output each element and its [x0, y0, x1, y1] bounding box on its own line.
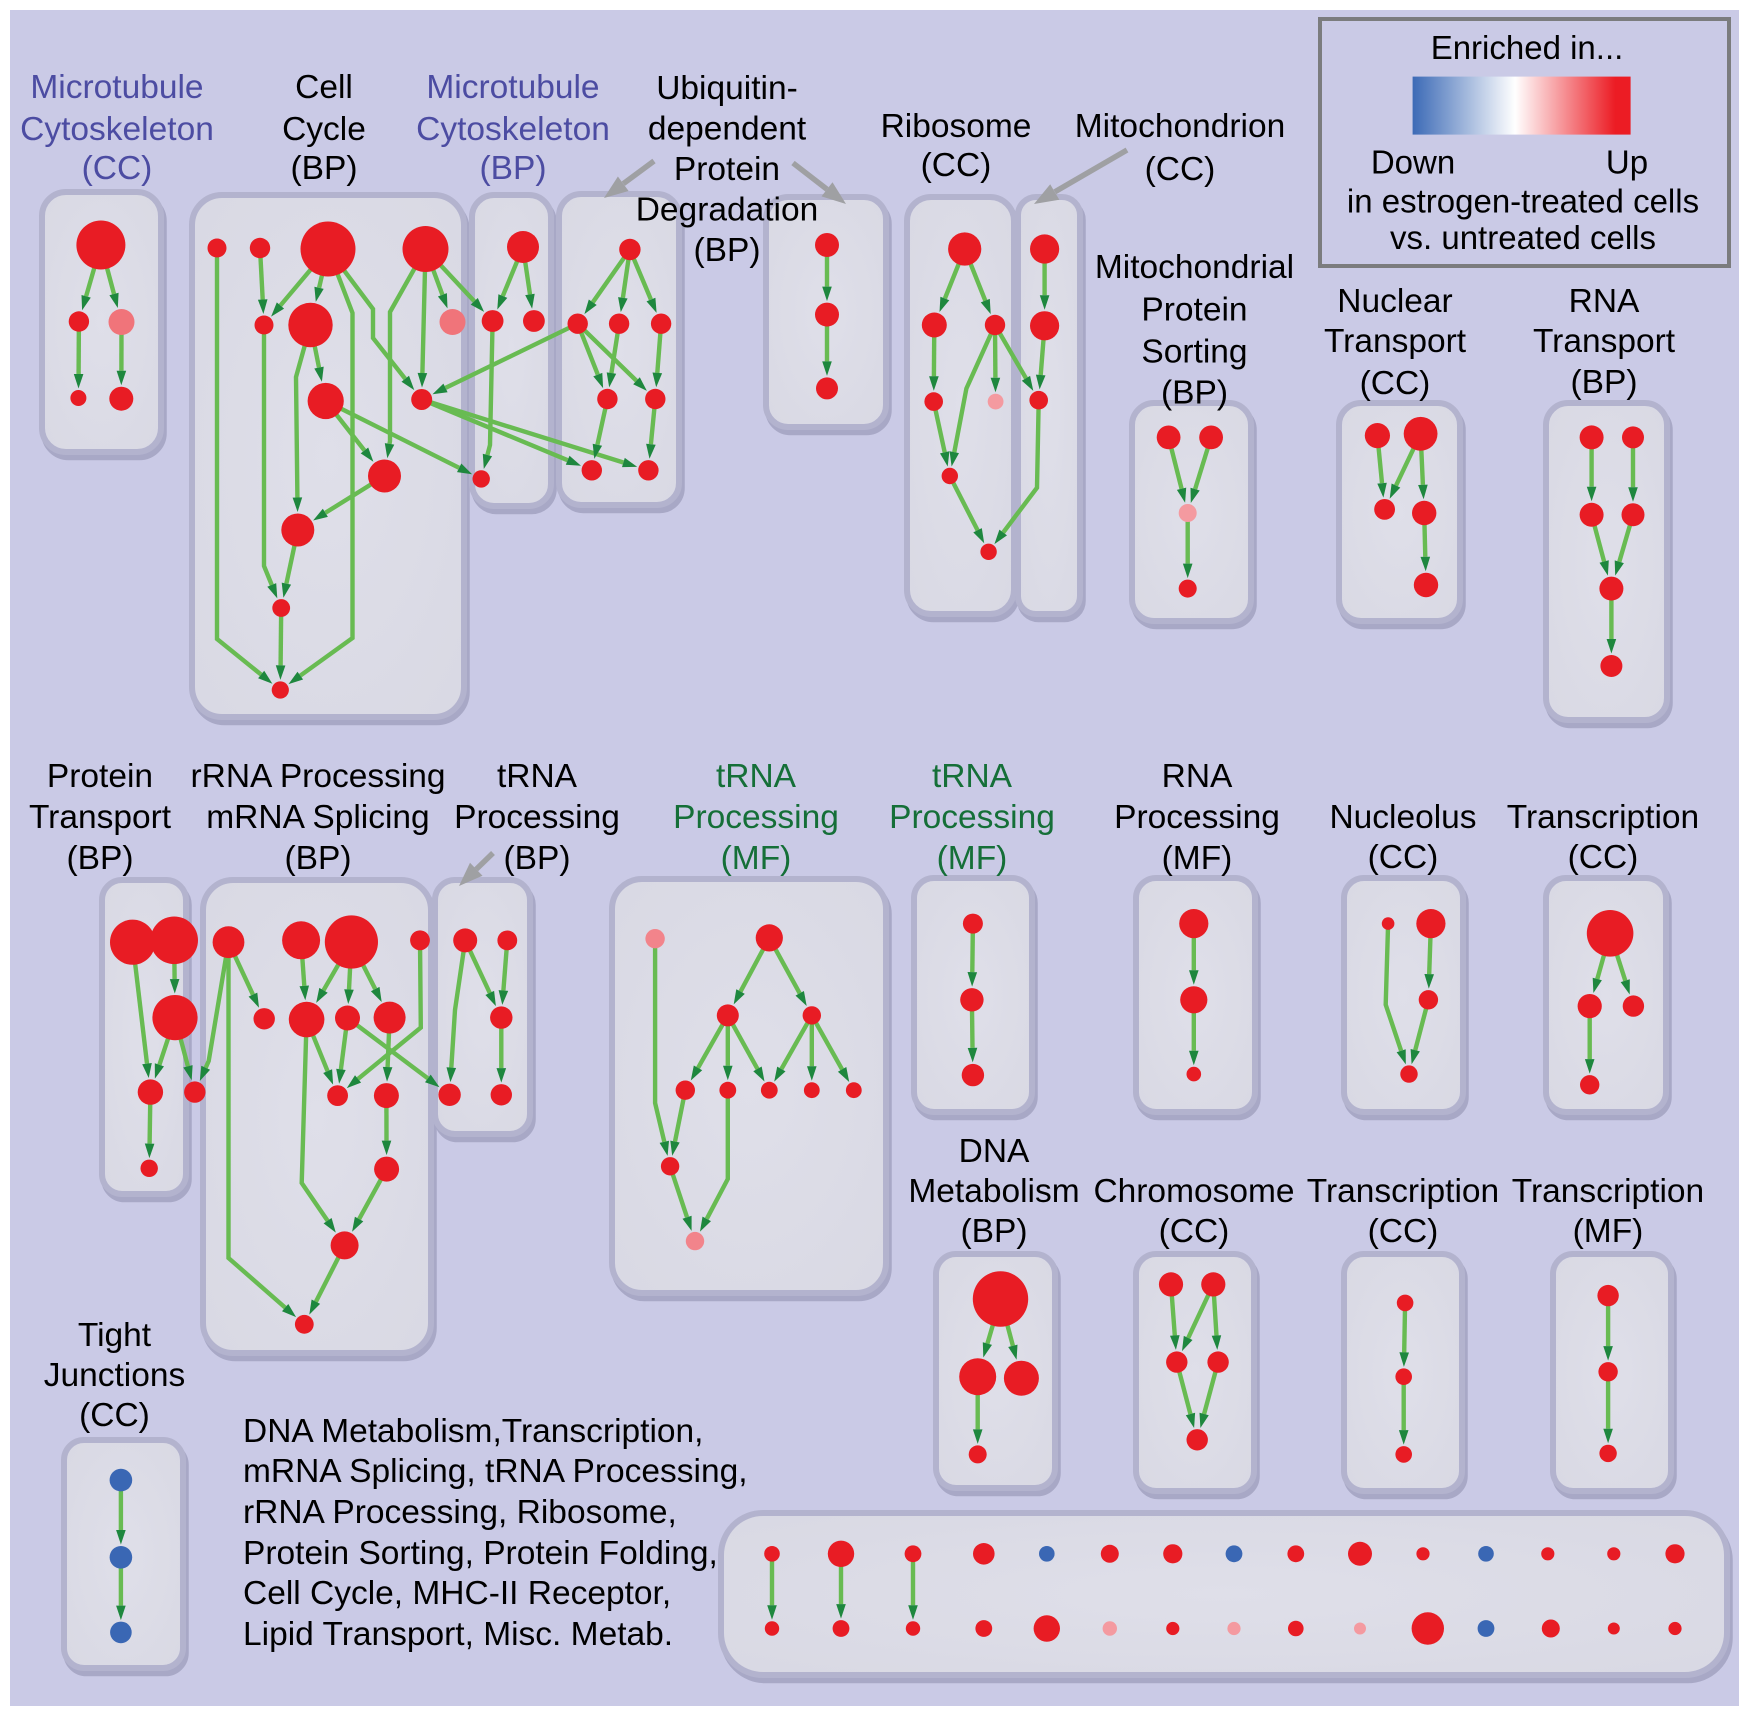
svg-text:Transport: Transport: [29, 799, 172, 836]
svg-text:(BP): (BP): [291, 150, 358, 187]
svg-text:Transcription: Transcription: [1307, 1173, 1499, 1210]
svg-text:Mitochondrion: Mitochondrion: [1075, 108, 1285, 145]
svg-text:RNA: RNA: [1569, 283, 1640, 320]
svg-text:DNA: DNA: [959, 1133, 1030, 1170]
svg-text:Cytoskeleton: Cytoskeleton: [20, 111, 214, 148]
svg-text:Processing: Processing: [889, 799, 1055, 836]
svg-text:tRNA: tRNA: [932, 758, 1013, 795]
svg-text:(CC): (CC): [921, 147, 992, 184]
svg-text:Tight: Tight: [78, 1317, 152, 1354]
svg-text:Down: Down: [1371, 143, 1455, 180]
svg-text:(BP): (BP): [504, 840, 571, 877]
svg-text:Lipid Transport, Misc. Metab.: Lipid Transport, Misc. Metab.: [243, 1616, 673, 1653]
svg-text:Protein Sorting, Protein Foldi: Protein Sorting, Protein Folding,: [243, 1535, 718, 1572]
svg-text:Protein: Protein: [674, 151, 780, 188]
svg-text:(CC): (CC): [1360, 365, 1431, 402]
svg-text:(BP): (BP): [961, 1213, 1028, 1250]
svg-text:Protein: Protein: [47, 758, 153, 795]
svg-text:vs. untreated cells: vs. untreated cells: [1390, 219, 1656, 256]
svg-text:(MF): (MF): [1162, 840, 1233, 877]
svg-text:Transcription: Transcription: [1512, 1173, 1704, 1210]
svg-text:Microtubule: Microtubule: [426, 69, 599, 106]
svg-text:rRNA Processing, Ribosome,: rRNA Processing, Ribosome,: [243, 1494, 677, 1531]
svg-text:Ubiquitin-: Ubiquitin-: [656, 70, 798, 107]
svg-text:(MF): (MF): [937, 840, 1008, 877]
svg-text:in estrogen-treated cells: in estrogen-treated cells: [1347, 182, 1699, 219]
svg-text:(BP): (BP): [67, 840, 134, 877]
svg-text:Protein: Protein: [1141, 292, 1247, 329]
svg-text:(BP): (BP): [480, 150, 547, 187]
svg-text:Processing: Processing: [454, 799, 620, 836]
svg-text:Cycle: Cycle: [282, 111, 366, 148]
svg-text:dependent: dependent: [648, 111, 807, 148]
svg-text:(CC): (CC): [1145, 151, 1216, 188]
svg-text:mRNA Splicing: mRNA Splicing: [206, 799, 429, 836]
svg-text:Transcription: Transcription: [1507, 799, 1699, 836]
svg-text:(CC): (CC): [1568, 839, 1639, 876]
svg-text:(CC): (CC): [1368, 1213, 1439, 1250]
svg-text:(CC): (CC): [82, 150, 153, 187]
svg-text:Transport: Transport: [1324, 323, 1467, 360]
svg-text:(CC): (CC): [1368, 839, 1439, 876]
svg-text:(CC): (CC): [1159, 1213, 1230, 1250]
svg-text:Cytoskeleton: Cytoskeleton: [416, 111, 610, 148]
svg-text:(CC): (CC): [79, 1397, 150, 1434]
svg-text:Cell: Cell: [295, 69, 353, 106]
svg-text:Sorting: Sorting: [1141, 334, 1247, 371]
svg-text:Processing: Processing: [1114, 799, 1280, 836]
svg-text:(BP): (BP): [1571, 364, 1638, 401]
svg-text:(BP): (BP): [1161, 375, 1228, 412]
svg-text:Transport: Transport: [1533, 323, 1676, 360]
svg-text:Chromosome: Chromosome: [1093, 1173, 1294, 1210]
svg-text:DNA Metabolism,Transcription,: DNA Metabolism,Transcription,: [243, 1413, 703, 1450]
svg-text:Microtubule: Microtubule: [30, 69, 203, 106]
svg-text:Up: Up: [1606, 143, 1648, 180]
svg-text:(MF): (MF): [721, 840, 792, 877]
svg-text:Cell Cycle, MHC-II Receptor,: Cell Cycle, MHC-II Receptor,: [243, 1575, 671, 1612]
svg-text:(MF): (MF): [1573, 1213, 1644, 1250]
svg-text:tRNA: tRNA: [497, 758, 578, 795]
svg-text:RNA: RNA: [1162, 758, 1233, 795]
svg-text:rRNA Processing: rRNA Processing: [190, 758, 445, 795]
svg-text:tRNA: tRNA: [716, 758, 797, 795]
svg-text:Processing: Processing: [673, 799, 839, 836]
svg-text:(BP): (BP): [694, 232, 761, 269]
svg-text:Metabolism: Metabolism: [908, 1173, 1079, 1210]
svg-text:Ribosome: Ribosome: [881, 108, 1032, 145]
svg-text:Nucleolus: Nucleolus: [1329, 799, 1476, 836]
svg-text:Junctions: Junctions: [44, 1357, 186, 1394]
svg-text:Nuclear: Nuclear: [1337, 283, 1452, 320]
svg-text:Enriched in...: Enriched in...: [1431, 29, 1624, 66]
svg-text:Degradation: Degradation: [636, 192, 819, 229]
svg-text:Mitochondrial: Mitochondrial: [1095, 249, 1294, 286]
svg-text:(BP): (BP): [285, 840, 352, 877]
svg-text:mRNA Splicing, tRNA Processing: mRNA Splicing, tRNA Processing,: [243, 1453, 748, 1490]
